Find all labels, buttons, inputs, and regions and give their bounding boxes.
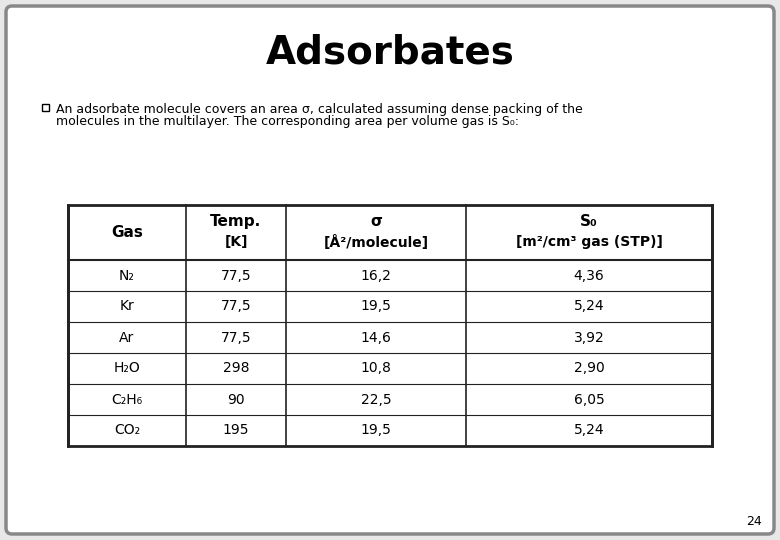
- Text: 77,5: 77,5: [221, 268, 251, 282]
- Text: Kr: Kr: [119, 300, 134, 314]
- Text: 4,36: 4,36: [573, 268, 604, 282]
- Text: 10,8: 10,8: [360, 361, 392, 375]
- Text: 19,5: 19,5: [360, 423, 392, 437]
- Text: 5,24: 5,24: [573, 423, 604, 437]
- Bar: [42, 104, 49, 111]
- Text: An adsorbate molecule covers an area σ, calculated assuming dense packing of the: An adsorbate molecule covers an area σ, …: [56, 103, 583, 116]
- Text: 19,5: 19,5: [360, 300, 392, 314]
- Text: molecules in the multilayer. The corresponding area per volume gas is S₀:: molecules in the multilayer. The corresp…: [56, 116, 519, 129]
- Text: [K]: [K]: [225, 235, 248, 249]
- Text: [Å²/molecule]: [Å²/molecule]: [324, 235, 428, 250]
- Text: H₂O: H₂O: [114, 361, 140, 375]
- Text: S₀: S₀: [580, 214, 598, 229]
- Text: C₂H₆: C₂H₆: [112, 393, 143, 407]
- Text: [m²/cm³ gas (STP)]: [m²/cm³ gas (STP)]: [516, 235, 662, 249]
- Text: 14,6: 14,6: [360, 330, 392, 345]
- Text: 77,5: 77,5: [221, 300, 251, 314]
- Text: CO₂: CO₂: [114, 423, 140, 437]
- Text: 16,2: 16,2: [360, 268, 392, 282]
- Text: Temp.: Temp.: [211, 214, 261, 229]
- Text: 90: 90: [227, 393, 245, 407]
- Text: 298: 298: [223, 361, 250, 375]
- Text: 24: 24: [746, 515, 762, 528]
- Bar: [68, 205, 712, 446]
- Text: 5,24: 5,24: [573, 300, 604, 314]
- Text: 3,92: 3,92: [573, 330, 604, 345]
- Text: Adsorbates: Adsorbates: [265, 33, 515, 71]
- Text: 195: 195: [223, 423, 250, 437]
- Text: Gas: Gas: [111, 225, 143, 240]
- Text: 77,5: 77,5: [221, 330, 251, 345]
- FancyBboxPatch shape: [6, 6, 774, 534]
- Text: 2,90: 2,90: [573, 361, 604, 375]
- Text: Ar: Ar: [119, 330, 135, 345]
- Text: N₂: N₂: [119, 268, 135, 282]
- Text: 22,5: 22,5: [360, 393, 392, 407]
- Text: σ: σ: [370, 214, 382, 229]
- Text: 6,05: 6,05: [573, 393, 604, 407]
